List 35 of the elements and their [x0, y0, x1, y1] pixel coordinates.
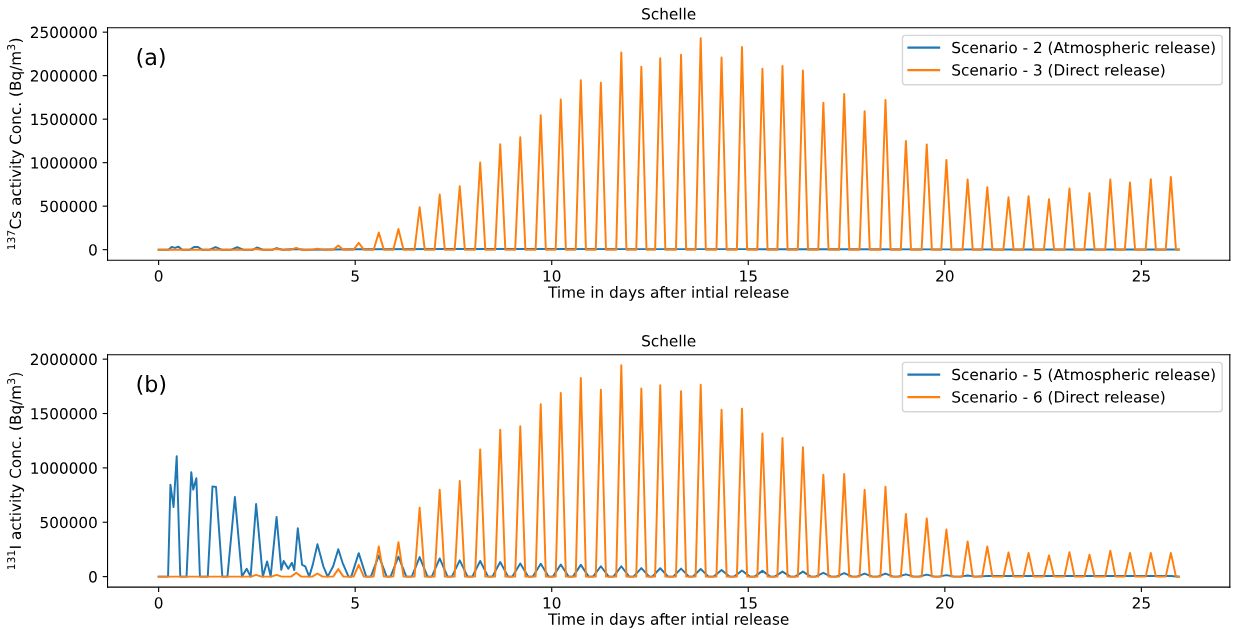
y-axis-title: $^{137}$Cs activity Conc. (Bq/m$^{3}$)	[7, 38, 25, 250]
legend-label: Scenario - 2 (Atmospheric release)	[952, 41, 1215, 57]
x-tick-label: 10	[543, 270, 561, 282]
x-axis-title: Time in days after intial release	[548, 613, 789, 628]
y-tick-label: 500000	[40, 516, 97, 529]
y-axis-title: $^{131}$I activity Conc. (Bq/m$^{3}$)	[7, 372, 25, 570]
x-tick-label: 10	[543, 597, 561, 609]
y-tick-label: 1500000	[31, 407, 97, 420]
y-tick-label: 1000000	[31, 157, 97, 169]
annotation: (b)	[137, 375, 166, 395]
x-tick-label: 15	[740, 597, 757, 609]
y-tick-label: 1000000	[31, 462, 97, 474]
y-tick-label: 1500000	[31, 113, 97, 126]
x-tick-label: 0	[154, 597, 163, 609]
x-tick-label: 25	[1132, 597, 1150, 609]
y-tick-label: 2000000	[30, 70, 97, 82]
annotation: (a)	[137, 48, 165, 68]
x-tick-label: 15	[740, 270, 757, 282]
y-tick-label: 2500000	[30, 26, 97, 39]
y-tick-label: 500000	[40, 200, 97, 213]
legend-label: Scenario - 5 (Atmospheric release)	[952, 368, 1215, 384]
y-tick-label: 2000000	[30, 353, 97, 366]
x-tick-label: 5	[351, 597, 359, 609]
chart-title: Schelle	[642, 334, 696, 347]
legend-label: Scenario - 3 (Direct release)	[952, 63, 1165, 78]
x-tick-label: 20	[936, 597, 954, 609]
x-axis-title: Time in days after intial release	[548, 286, 789, 301]
y-tick-label: 0	[89, 571, 97, 583]
legend-label: Scenario - 6 (Direct release)	[952, 390, 1165, 405]
x-tick-label: 25	[1132, 270, 1150, 282]
x-tick-label: 0	[154, 270, 163, 282]
y-tick-label: 0	[89, 244, 97, 256]
x-tick-label: 5	[351, 270, 359, 282]
chart-title: Schelle	[642, 7, 696, 20]
x-tick-label: 20	[936, 270, 954, 282]
